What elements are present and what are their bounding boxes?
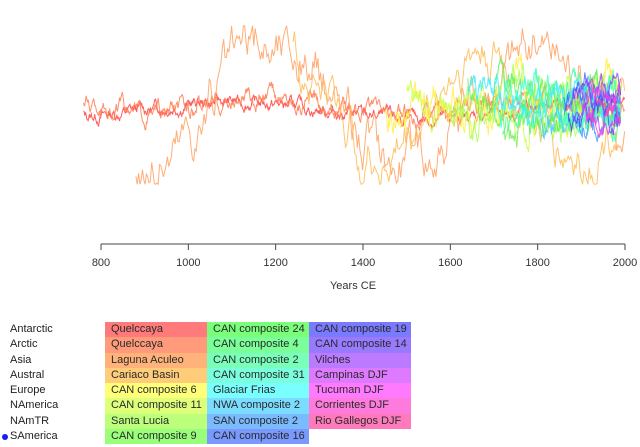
- legend-entry[interactable]: CAN composite 6: [105, 383, 207, 399]
- series-line-corrientes-djf: [585, 84, 621, 139]
- series-line-laguna-aculeo: [135, 25, 626, 186]
- region-item-namtr[interactable]: NAmTR: [0, 414, 58, 429]
- region-item-samerica[interactable]: SAmerica: [0, 429, 58, 444]
- legend-entry[interactable]: Campinas DJF: [309, 367, 411, 384]
- legend-entry[interactable]: CAN composite 9: [105, 429, 207, 445]
- legend-entry[interactable]: CAN composite 31: [207, 367, 309, 384]
- legend-entry[interactable]: Santa Lucia: [105, 413, 207, 430]
- region-item-namerica[interactable]: NAmerica: [0, 398, 58, 413]
- legend-entry[interactable]: CAN composite 4: [207, 337, 309, 353]
- x-axis-title: Years CE: [330, 280, 376, 292]
- legend-entry[interactable]: CAN composite 11: [105, 398, 207, 414]
- legend-entry[interactable]: Cariaco Basin: [105, 367, 207, 384]
- legend-entry[interactable]: CAN composite 16: [207, 429, 309, 445]
- series-layer: [83, 25, 626, 186]
- time-series-plot: 800 1000 1200 1400 1600 1800 2000 Years CE: [83, 25, 637, 292]
- series-line-glaciar-frias: [467, 74, 621, 129]
- legend-entry[interactable]: NWA composite 2: [207, 398, 309, 414]
- series-line-rio-gallegos-djf: [589, 77, 621, 122]
- region-label: NAmerica: [10, 399, 59, 412]
- region-label: Europe: [10, 384, 46, 397]
- legend-column: Quelccaya Quelccaya Laguna Aculeo Cariaco B…: [105, 322, 207, 445]
- legend-entry[interactable]: Glaciar Frias: [207, 383, 309, 399]
- legend-entry[interactable]: Tucuman DJF: [309, 383, 411, 399]
- x-tick-label: 1400: [351, 257, 375, 269]
- region-label: SAmerica: [10, 430, 58, 443]
- legend-entry[interactable]: Quelccaya: [105, 322, 207, 338]
- region-item-antarctic[interactable]: Antarctic: [0, 322, 58, 337]
- x-tick-label: 1000: [176, 257, 200, 269]
- region-item-europe[interactable]: Europe: [0, 383, 58, 398]
- legend-entry[interactable]: SAN composite 2: [207, 413, 309, 430]
- x-axis: 800 1000 1200 1400 1600 1800 2000: [92, 243, 637, 269]
- x-tick-label: 2000: [613, 257, 637, 269]
- region-label: Antarctic: [10, 323, 53, 335]
- region-label: NAmTR: [10, 414, 50, 427]
- region-list: Antarctic Arctic Asia Austral Europe NAmerica…: [0, 322, 58, 444]
- legend-entry[interactable]: Corrientes DJF: [309, 398, 411, 414]
- legend-entry[interactable]: Vilches: [309, 352, 411, 368]
- x-tick-label: 1800: [525, 257, 549, 269]
- legend-entry[interactable]: CAN composite 24: [207, 322, 309, 338]
- legend-entry[interactable]: Quelccaya: [105, 337, 207, 353]
- legend-column: CAN composite 19 CAN composite 14 Vilches C…: [309, 322, 411, 430]
- region-item-asia[interactable]: Asia: [0, 353, 58, 368]
- series-line-tucuman-djf: [580, 80, 622, 113]
- legend-entry[interactable]: Laguna Aculeo: [105, 352, 207, 368]
- legend-column: CAN composite 24 CAN composite 4 CAN compo…: [207, 322, 309, 445]
- series-line-can-composite-19: [567, 84, 622, 132]
- selected-dot-icon: [2, 434, 8, 441]
- legend-entry[interactable]: CAN composite 2: [207, 352, 309, 368]
- x-tick-label: 1600: [438, 257, 462, 269]
- legend-entry[interactable]: CAN composite 14: [309, 337, 411, 353]
- region-label: Asia: [10, 353, 32, 366]
- legend-entry[interactable]: Rio Gallegos DJF: [309, 413, 411, 430]
- region-label: Austral: [10, 368, 45, 381]
- region-label: Arctic: [10, 338, 38, 351]
- region-item-arctic[interactable]: Arctic: [0, 337, 58, 352]
- x-tick-label: 800: [92, 257, 110, 269]
- series-line-can-composite-14: [572, 77, 621, 136]
- region-item-austral[interactable]: Austral: [0, 368, 58, 383]
- legend-entry[interactable]: CAN composite 19: [309, 322, 411, 338]
- series-line-cariaco-basin: [292, 31, 626, 186]
- x-tick-label: 1200: [263, 257, 287, 269]
- series-line-campinas-djf: [580, 90, 622, 135]
